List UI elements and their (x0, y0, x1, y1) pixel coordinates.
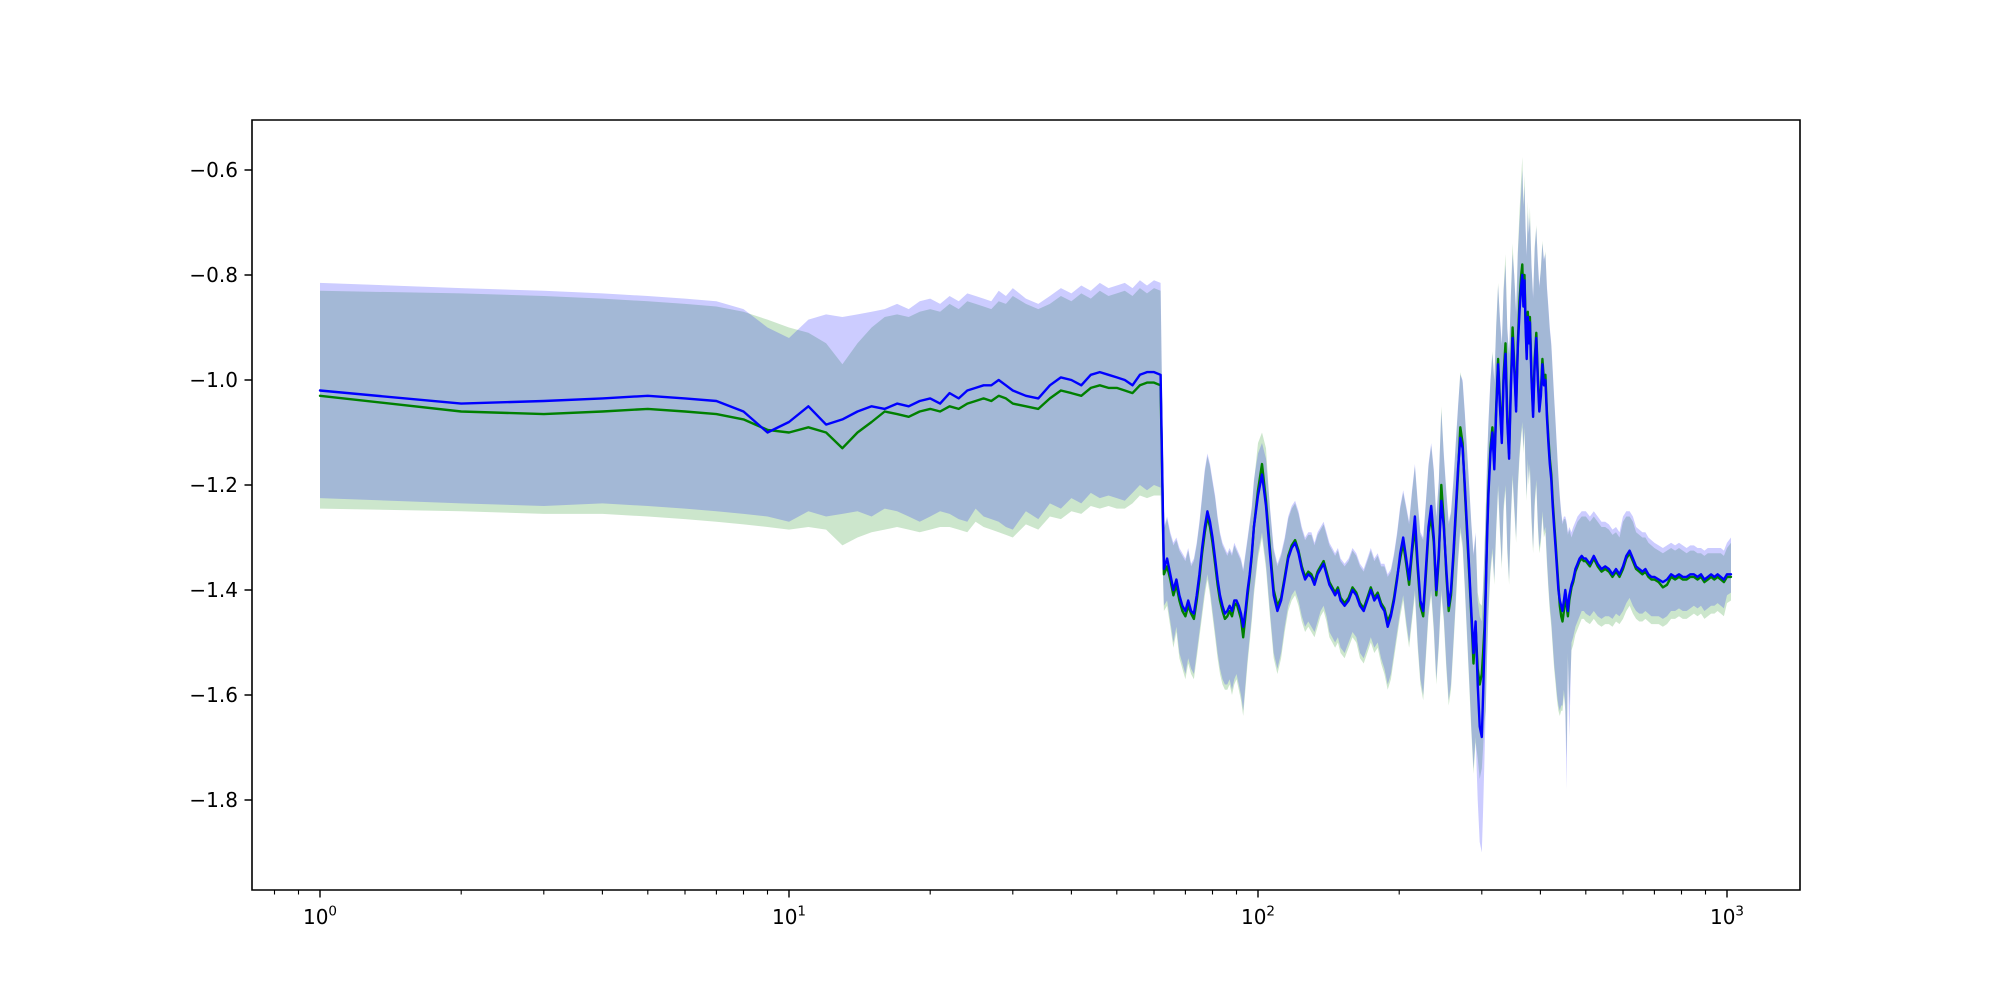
y-tick-label: −0.6 (189, 158, 238, 182)
tick-labels: −0.6 −0.8 −1.0 −1.2 −1.4 −1.6 −1.8 100 101 102 103 (189, 158, 1744, 929)
y-tick-label: −1.8 (189, 788, 238, 812)
minor-ticks (273, 890, 1707, 895)
mean-lines (318, 263, 1733, 739)
x-tick-label: 102 (1241, 904, 1275, 930)
y-tick-label: −1.6 (189, 683, 238, 707)
axes (244, 119, 1801, 898)
y-tick-label: −0.8 (189, 263, 238, 287)
x-tick-label: 100 (303, 904, 337, 930)
confidence-bands (320, 156, 1731, 853)
x-tick-label: 101 (772, 904, 806, 930)
y-tick-label: −1.2 (189, 473, 238, 497)
y-tick-label: −1.0 (189, 368, 238, 392)
major-ticks (244, 169, 1728, 898)
green-series-band (320, 156, 1731, 779)
y-tick-label: −1.4 (189, 578, 238, 602)
blue-series-line (318, 273, 1733, 739)
blue-series-band (320, 170, 1731, 853)
axes-spines (251, 119, 1801, 891)
x-tick-label: 103 (1710, 904, 1744, 930)
